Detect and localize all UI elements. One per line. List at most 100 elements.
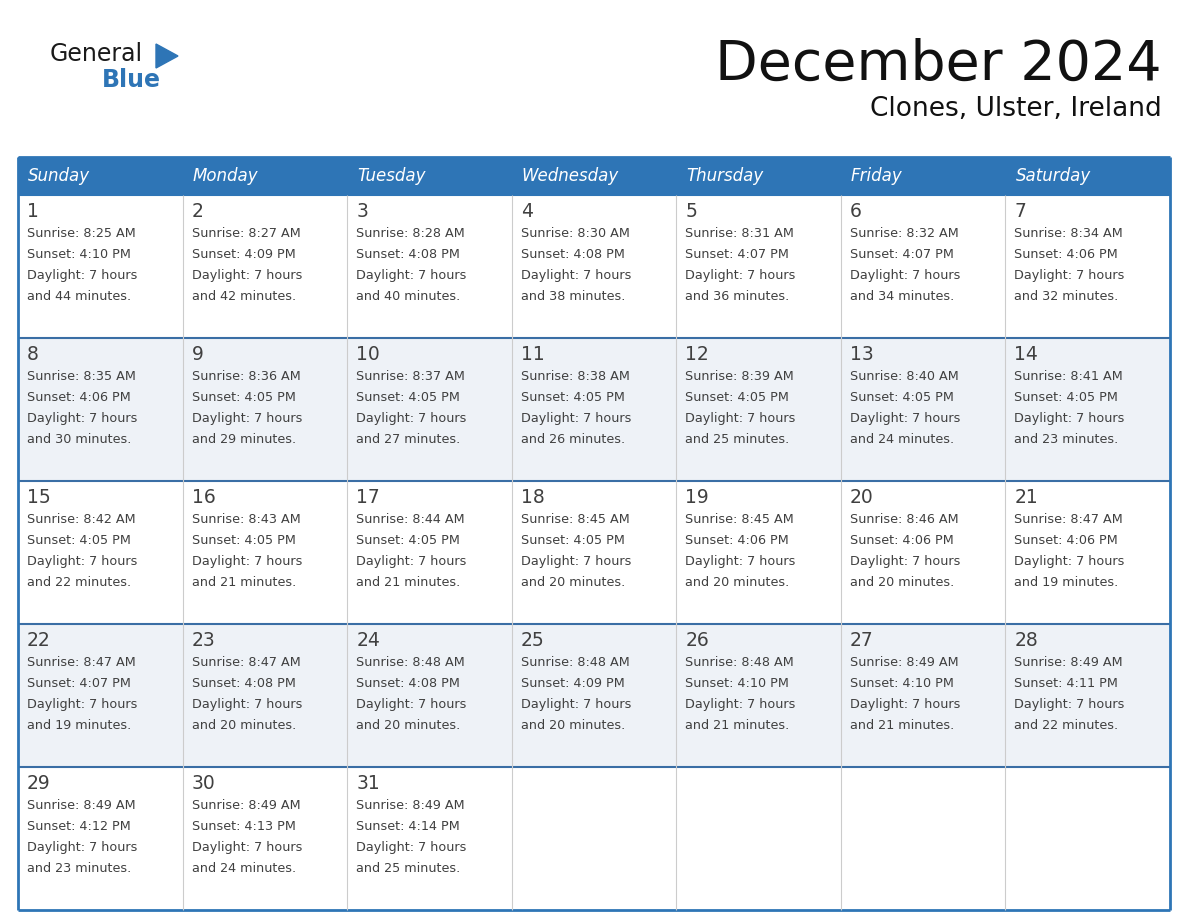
Bar bbox=[18, 481, 1170, 624]
Text: and 20 minutes.: and 20 minutes. bbox=[356, 719, 461, 732]
Bar bbox=[18, 624, 1170, 767]
Text: 9: 9 bbox=[191, 345, 203, 364]
Text: Sunrise: 8:37 AM: Sunrise: 8:37 AM bbox=[356, 370, 465, 383]
Text: 21: 21 bbox=[1015, 488, 1038, 507]
Text: 28: 28 bbox=[1015, 631, 1038, 650]
Bar bbox=[841, 157, 1005, 195]
Text: Sunrise: 8:46 AM: Sunrise: 8:46 AM bbox=[849, 513, 959, 526]
Bar bbox=[18, 338, 1170, 481]
Text: and 32 minutes.: and 32 minutes. bbox=[1015, 290, 1119, 303]
Text: Sunrise: 8:49 AM: Sunrise: 8:49 AM bbox=[27, 799, 135, 812]
Text: Daylight: 7 hours: Daylight: 7 hours bbox=[849, 269, 960, 282]
Text: Sunrise: 8:35 AM: Sunrise: 8:35 AM bbox=[27, 370, 135, 383]
Text: Daylight: 7 hours: Daylight: 7 hours bbox=[1015, 555, 1125, 568]
Text: Daylight: 7 hours: Daylight: 7 hours bbox=[191, 412, 302, 425]
Text: and 19 minutes.: and 19 minutes. bbox=[27, 719, 131, 732]
Text: Daylight: 7 hours: Daylight: 7 hours bbox=[191, 555, 302, 568]
Text: 2: 2 bbox=[191, 202, 203, 221]
Text: Sunset: 4:06 PM: Sunset: 4:06 PM bbox=[27, 391, 131, 404]
Text: Sunset: 4:08 PM: Sunset: 4:08 PM bbox=[520, 248, 625, 261]
Text: Sunrise: 8:48 AM: Sunrise: 8:48 AM bbox=[685, 656, 794, 669]
Text: Sunset: 4:06 PM: Sunset: 4:06 PM bbox=[849, 534, 954, 547]
Text: and 23 minutes.: and 23 minutes. bbox=[1015, 433, 1119, 446]
Text: Sunset: 4:12 PM: Sunset: 4:12 PM bbox=[27, 820, 131, 833]
Bar bbox=[183, 157, 347, 195]
Text: Sunset: 4:08 PM: Sunset: 4:08 PM bbox=[356, 248, 460, 261]
Text: Sunrise: 8:48 AM: Sunrise: 8:48 AM bbox=[356, 656, 465, 669]
Text: 16: 16 bbox=[191, 488, 215, 507]
Text: 22: 22 bbox=[27, 631, 51, 650]
Text: Daylight: 7 hours: Daylight: 7 hours bbox=[191, 841, 302, 854]
Text: Daylight: 7 hours: Daylight: 7 hours bbox=[356, 555, 467, 568]
Text: 12: 12 bbox=[685, 345, 709, 364]
Text: 10: 10 bbox=[356, 345, 380, 364]
Text: and 30 minutes.: and 30 minutes. bbox=[27, 433, 132, 446]
Text: Daylight: 7 hours: Daylight: 7 hours bbox=[27, 412, 138, 425]
Text: Sunset: 4:07 PM: Sunset: 4:07 PM bbox=[27, 677, 131, 690]
Text: Sunrise: 8:49 AM: Sunrise: 8:49 AM bbox=[849, 656, 959, 669]
Text: 14: 14 bbox=[1015, 345, 1038, 364]
Text: 25: 25 bbox=[520, 631, 544, 650]
Text: Sunset: 4:06 PM: Sunset: 4:06 PM bbox=[1015, 248, 1118, 261]
Text: Daylight: 7 hours: Daylight: 7 hours bbox=[685, 269, 796, 282]
Text: 15: 15 bbox=[27, 488, 51, 507]
Text: and 20 minutes.: and 20 minutes. bbox=[685, 576, 790, 589]
Text: Sunrise: 8:39 AM: Sunrise: 8:39 AM bbox=[685, 370, 794, 383]
Text: and 27 minutes.: and 27 minutes. bbox=[356, 433, 461, 446]
Text: Sunset: 4:05 PM: Sunset: 4:05 PM bbox=[356, 391, 460, 404]
Text: Friday: Friday bbox=[851, 167, 903, 185]
Text: 13: 13 bbox=[849, 345, 873, 364]
Text: Sunrise: 8:49 AM: Sunrise: 8:49 AM bbox=[1015, 656, 1123, 669]
Text: Sunrise: 8:45 AM: Sunrise: 8:45 AM bbox=[520, 513, 630, 526]
Bar bbox=[347, 157, 512, 195]
Text: Daylight: 7 hours: Daylight: 7 hours bbox=[191, 269, 302, 282]
Text: Sunrise: 8:28 AM: Sunrise: 8:28 AM bbox=[356, 227, 465, 240]
Text: Daylight: 7 hours: Daylight: 7 hours bbox=[685, 412, 796, 425]
Text: and 44 minutes.: and 44 minutes. bbox=[27, 290, 131, 303]
Text: 7: 7 bbox=[1015, 202, 1026, 221]
Text: and 20 minutes.: and 20 minutes. bbox=[849, 576, 954, 589]
Text: 26: 26 bbox=[685, 631, 709, 650]
Text: Sunrise: 8:47 AM: Sunrise: 8:47 AM bbox=[27, 656, 135, 669]
Text: Sunrise: 8:38 AM: Sunrise: 8:38 AM bbox=[520, 370, 630, 383]
Text: Sunset: 4:10 PM: Sunset: 4:10 PM bbox=[27, 248, 131, 261]
Text: and 20 minutes.: and 20 minutes. bbox=[520, 719, 625, 732]
Text: and 42 minutes.: and 42 minutes. bbox=[191, 290, 296, 303]
Text: 27: 27 bbox=[849, 631, 873, 650]
Text: 17: 17 bbox=[356, 488, 380, 507]
Text: Sunset: 4:05 PM: Sunset: 4:05 PM bbox=[191, 391, 296, 404]
Text: Sunset: 4:07 PM: Sunset: 4:07 PM bbox=[685, 248, 789, 261]
Text: Sunset: 4:10 PM: Sunset: 4:10 PM bbox=[849, 677, 954, 690]
Text: Clones, Ulster, Ireland: Clones, Ulster, Ireland bbox=[871, 96, 1162, 122]
Text: Sunset: 4:05 PM: Sunset: 4:05 PM bbox=[356, 534, 460, 547]
Text: and 22 minutes.: and 22 minutes. bbox=[1015, 719, 1119, 732]
Text: and 24 minutes.: and 24 minutes. bbox=[191, 862, 296, 875]
Text: Daylight: 7 hours: Daylight: 7 hours bbox=[849, 555, 960, 568]
Text: Sunrise: 8:36 AM: Sunrise: 8:36 AM bbox=[191, 370, 301, 383]
Text: and 22 minutes.: and 22 minutes. bbox=[27, 576, 131, 589]
Text: Sunrise: 8:44 AM: Sunrise: 8:44 AM bbox=[356, 513, 465, 526]
Text: Sunset: 4:11 PM: Sunset: 4:11 PM bbox=[1015, 677, 1118, 690]
Text: and 21 minutes.: and 21 minutes. bbox=[849, 719, 954, 732]
Text: and 25 minutes.: and 25 minutes. bbox=[685, 433, 790, 446]
Text: Sunset: 4:08 PM: Sunset: 4:08 PM bbox=[191, 677, 296, 690]
Text: and 38 minutes.: and 38 minutes. bbox=[520, 290, 625, 303]
Text: Daylight: 7 hours: Daylight: 7 hours bbox=[356, 269, 467, 282]
Bar bbox=[18, 767, 1170, 910]
Text: 3: 3 bbox=[356, 202, 368, 221]
Text: Daylight: 7 hours: Daylight: 7 hours bbox=[520, 412, 631, 425]
Text: Saturday: Saturday bbox=[1016, 167, 1091, 185]
Text: and 34 minutes.: and 34 minutes. bbox=[849, 290, 954, 303]
Bar bbox=[18, 195, 1170, 338]
Text: Sunrise: 8:27 AM: Sunrise: 8:27 AM bbox=[191, 227, 301, 240]
Text: Sunset: 4:09 PM: Sunset: 4:09 PM bbox=[191, 248, 296, 261]
Text: Sunset: 4:06 PM: Sunset: 4:06 PM bbox=[685, 534, 789, 547]
Text: Sunrise: 8:30 AM: Sunrise: 8:30 AM bbox=[520, 227, 630, 240]
Text: Sunday: Sunday bbox=[29, 167, 90, 185]
Text: Daylight: 7 hours: Daylight: 7 hours bbox=[1015, 412, 1125, 425]
Text: and 23 minutes.: and 23 minutes. bbox=[27, 862, 131, 875]
Text: Sunrise: 8:40 AM: Sunrise: 8:40 AM bbox=[849, 370, 959, 383]
Text: Sunset: 4:05 PM: Sunset: 4:05 PM bbox=[1015, 391, 1118, 404]
Text: Daylight: 7 hours: Daylight: 7 hours bbox=[849, 412, 960, 425]
Text: December 2024: December 2024 bbox=[715, 38, 1162, 92]
